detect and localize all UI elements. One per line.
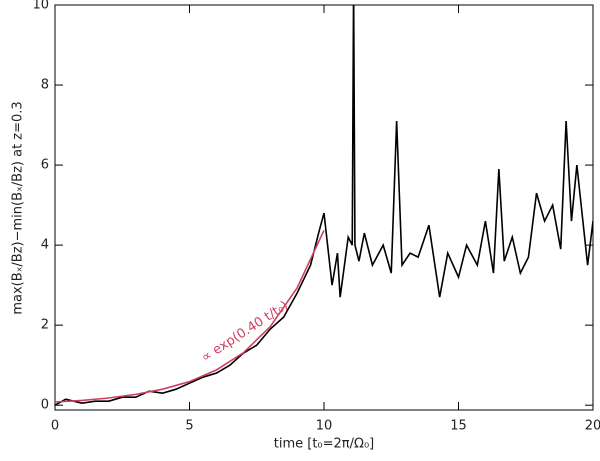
plot-frame xyxy=(54,4,594,411)
y-tick-label: 8 xyxy=(41,78,49,93)
series-line xyxy=(55,229,325,403)
y-tick-label: 4 xyxy=(41,238,49,253)
x-tick-label: 5 xyxy=(185,419,193,434)
y-tick-label: 10 xyxy=(32,0,49,13)
y-tick-label: 6 xyxy=(41,158,49,173)
x-tick-label: 10 xyxy=(316,419,333,434)
y-tick-label: 0 xyxy=(41,398,49,413)
x-axis-label: time [t₀=2π/Ω₀] xyxy=(274,437,374,452)
y-tick-label: 2 xyxy=(41,318,49,333)
x-tick-label: 0 xyxy=(51,419,59,434)
annotation: ∝ exp(0.40 t/t₀) xyxy=(199,298,291,365)
x-tick-label: 15 xyxy=(450,419,467,434)
x-tick-label: 20 xyxy=(585,419,600,434)
series-line xyxy=(55,5,593,406)
y-axis-label: max(Bₓ/Bz)−min(Bₓ/Bz) at z=0.3 xyxy=(11,101,26,314)
